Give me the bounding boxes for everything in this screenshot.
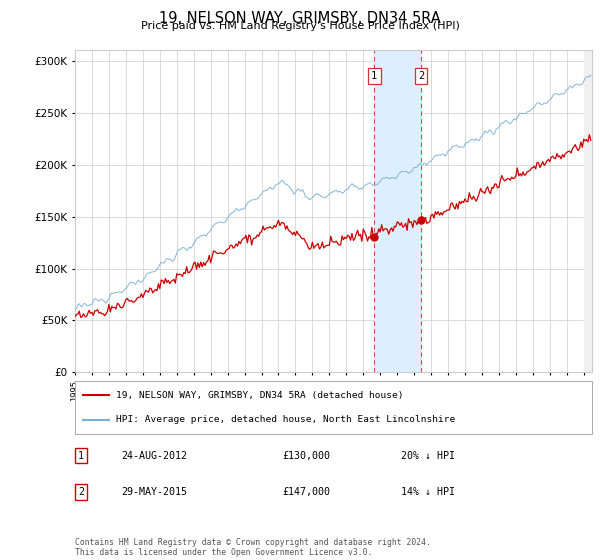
Text: Contains HM Land Registry data © Crown copyright and database right 2024.
This d: Contains HM Land Registry data © Crown c…	[75, 538, 431, 557]
Text: HPI: Average price, detached house, North East Lincolnshire: HPI: Average price, detached house, Nort…	[116, 415, 455, 424]
Text: 20% ↓ HPI: 20% ↓ HPI	[401, 451, 455, 461]
Bar	[374, 50, 421, 372]
Text: 24-AUG-2012: 24-AUG-2012	[122, 451, 188, 461]
Text: 2: 2	[418, 71, 424, 81]
Text: 14% ↓ HPI: 14% ↓ HPI	[401, 487, 455, 497]
Text: 19, NELSON WAY, GRIMSBY, DN34 5RA: 19, NELSON WAY, GRIMSBY, DN34 5RA	[159, 11, 441, 26]
Text: 2: 2	[78, 487, 84, 497]
Text: 19, NELSON WAY, GRIMSBY, DN34 5RA (detached house): 19, NELSON WAY, GRIMSBY, DN34 5RA (detac…	[116, 391, 404, 400]
Text: 29-MAY-2015: 29-MAY-2015	[122, 487, 188, 497]
Text: £130,000: £130,000	[282, 451, 330, 461]
Text: Price paid vs. HM Land Registry's House Price Index (HPI): Price paid vs. HM Land Registry's House …	[140, 21, 460, 31]
Text: 1: 1	[78, 451, 84, 461]
Text: £147,000: £147,000	[282, 487, 330, 497]
Bar	[584, 50, 592, 372]
Text: 1: 1	[371, 71, 377, 81]
